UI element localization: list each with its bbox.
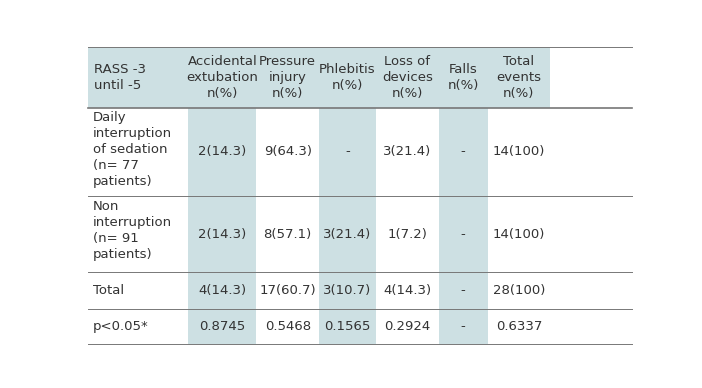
Bar	[439, 196, 488, 272]
Text: 3(10.7): 3(10.7)	[324, 284, 371, 297]
Text: Total: Total	[93, 284, 124, 297]
Text: -: -	[461, 284, 465, 297]
Bar	[376, 108, 439, 196]
Text: 0.5468: 0.5468	[265, 320, 311, 333]
Text: 28(100): 28(100)	[493, 284, 545, 297]
Text: 4(14.3): 4(14.3)	[199, 284, 246, 297]
Bar	[319, 47, 376, 108]
Text: Phlebitis
n(%): Phlebitis n(%)	[319, 63, 376, 92]
Text: 3(21.4): 3(21.4)	[324, 227, 371, 241]
Text: Total
events
n(%): Total events n(%)	[496, 55, 541, 100]
Text: 2(14.3): 2(14.3)	[198, 146, 246, 158]
Bar	[88, 272, 188, 310]
Bar	[88, 310, 188, 344]
Text: 2(14.3): 2(14.3)	[198, 227, 246, 241]
Bar	[188, 272, 256, 310]
Text: 4(14.3): 4(14.3)	[383, 284, 432, 297]
Bar	[256, 310, 319, 344]
Bar	[376, 47, 439, 108]
Text: RASS -3
until -5: RASS -3 until -5	[94, 63, 146, 92]
Text: 0.8745: 0.8745	[199, 320, 246, 333]
Text: -: -	[461, 227, 465, 241]
Text: 17(60.7): 17(60.7)	[259, 284, 316, 297]
Bar	[88, 47, 188, 108]
Bar	[439, 272, 488, 310]
Bar	[488, 108, 550, 196]
Text: -: -	[461, 320, 465, 333]
Bar	[188, 108, 256, 196]
Bar	[319, 272, 376, 310]
Bar	[439, 310, 488, 344]
Bar	[319, 310, 376, 344]
Text: Loss of
devices
n(%): Loss of devices n(%)	[382, 55, 433, 100]
Text: 9(64.3): 9(64.3)	[264, 146, 312, 158]
Text: Falls
n(%): Falls n(%)	[447, 63, 479, 92]
Bar	[488, 196, 550, 272]
Bar	[376, 272, 439, 310]
Bar	[88, 108, 188, 196]
Text: -: -	[345, 146, 350, 158]
Text: 14(100): 14(100)	[493, 227, 545, 241]
Bar	[439, 47, 488, 108]
Bar	[88, 196, 188, 272]
Bar	[188, 47, 256, 108]
Bar	[488, 272, 550, 310]
Bar	[319, 196, 376, 272]
Text: Accidental
extubation
n(%): Accidental extubation n(%)	[187, 55, 258, 100]
Text: Daily
interruption
of sedation
(n= 77
patients): Daily interruption of sedation (n= 77 pa…	[93, 111, 172, 189]
Text: 0.6337: 0.6337	[496, 320, 542, 333]
Bar	[256, 272, 319, 310]
Text: -: -	[461, 146, 465, 158]
Bar	[488, 310, 550, 344]
Bar	[376, 310, 439, 344]
Bar	[256, 47, 319, 108]
Text: 8(57.1): 8(57.1)	[263, 227, 312, 241]
Text: Non
interruption
(n= 91
patients): Non interruption (n= 91 patients)	[93, 199, 172, 260]
Bar	[188, 196, 256, 272]
Bar	[256, 196, 319, 272]
Text: 3(21.4): 3(21.4)	[383, 146, 432, 158]
Bar	[256, 108, 319, 196]
Text: 1(7.2): 1(7.2)	[388, 227, 428, 241]
Text: p<0.05*: p<0.05*	[93, 320, 149, 333]
Bar	[439, 108, 488, 196]
Text: 0.1565: 0.1565	[324, 320, 371, 333]
Bar	[319, 108, 376, 196]
Bar	[488, 47, 550, 108]
Bar	[376, 196, 439, 272]
Text: Pressure
injury
n(%): Pressure injury n(%)	[259, 55, 316, 100]
Text: 14(100): 14(100)	[493, 146, 545, 158]
Text: 0.2924: 0.2924	[384, 320, 430, 333]
Bar	[188, 310, 256, 344]
